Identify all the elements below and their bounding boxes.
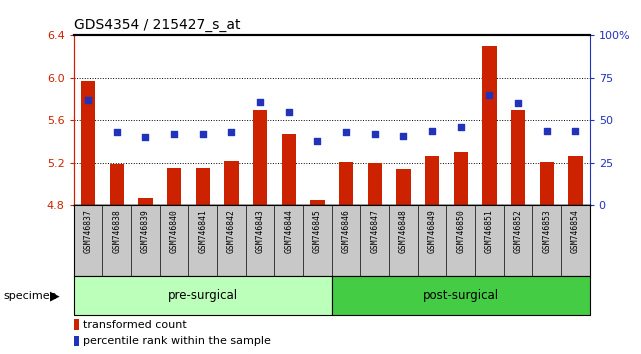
Bar (74, 336, 79, 346)
Point (312, 138, 322, 144)
Text: specimen: specimen (3, 291, 57, 301)
Point (255, 99, 265, 104)
Bar (332, 276, 590, 315)
Text: transformed count: transformed count (83, 320, 187, 330)
Bar (74, 276, 332, 315)
Text: GSM746851: GSM746851 (485, 209, 494, 253)
Point (169, 131, 179, 137)
Text: ▶: ▶ (49, 289, 60, 302)
Point (197, 131, 208, 137)
Point (427, 128, 437, 133)
Bar (367, 163, 382, 205)
Text: GSM746843: GSM746843 (256, 209, 265, 253)
Bar (138, 198, 153, 205)
Bar (81, 81, 96, 205)
Point (570, 128, 581, 133)
Point (484, 92, 494, 98)
Bar (196, 168, 210, 205)
Point (341, 130, 351, 135)
Point (456, 124, 466, 130)
Text: GSM746846: GSM746846 (342, 209, 351, 253)
Point (226, 130, 237, 135)
Point (513, 101, 523, 106)
Bar (568, 156, 583, 205)
Text: GSM746840: GSM746840 (170, 209, 179, 253)
Bar (281, 134, 296, 205)
Text: GSM746841: GSM746841 (198, 209, 207, 253)
Text: percentile rank within the sample: percentile rank within the sample (83, 336, 271, 346)
Bar (482, 46, 497, 205)
Bar (167, 168, 181, 205)
Point (398, 133, 408, 138)
Text: GSM746842: GSM746842 (227, 209, 236, 253)
Text: GSM746850: GSM746850 (456, 209, 465, 253)
Bar (224, 161, 238, 205)
Text: GSM746853: GSM746853 (542, 209, 551, 253)
Text: GDS4354 / 215427_s_at: GDS4354 / 215427_s_at (74, 18, 240, 32)
Bar (110, 164, 124, 205)
Bar (540, 162, 554, 205)
Text: GSM746848: GSM746848 (399, 209, 408, 253)
Text: GSM746852: GSM746852 (513, 209, 522, 253)
Point (140, 135, 151, 140)
Text: post-surgical: post-surgical (422, 289, 499, 302)
Bar (511, 110, 525, 205)
Bar (310, 200, 324, 205)
Bar (74, 319, 79, 330)
Point (370, 131, 380, 137)
Bar (454, 152, 468, 205)
Bar (253, 110, 267, 205)
Bar (425, 156, 439, 205)
Bar (396, 169, 410, 205)
Text: GSM746847: GSM746847 (370, 209, 379, 253)
Text: GSM746849: GSM746849 (428, 209, 437, 253)
Text: pre-surgical: pre-surgical (168, 289, 238, 302)
Point (83, 97, 93, 103)
Text: GSM746837: GSM746837 (83, 209, 92, 253)
Text: GSM746854: GSM746854 (571, 209, 580, 253)
Text: GSM746838: GSM746838 (112, 209, 121, 253)
Text: GSM746839: GSM746839 (141, 209, 150, 253)
Point (542, 128, 552, 133)
Point (112, 130, 122, 135)
Bar (339, 162, 353, 205)
Point (283, 109, 294, 115)
Text: GSM746845: GSM746845 (313, 209, 322, 253)
Text: GSM746844: GSM746844 (284, 209, 293, 253)
